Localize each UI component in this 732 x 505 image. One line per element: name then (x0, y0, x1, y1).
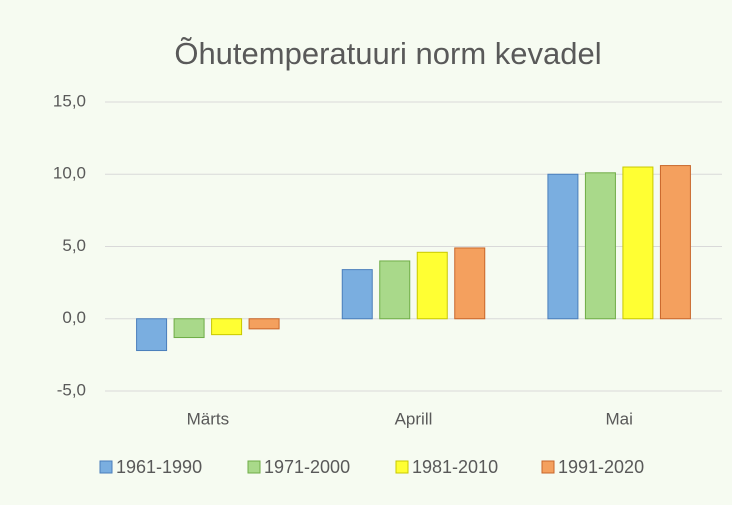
x-tick-label: Mai (605, 409, 632, 428)
legend-swatch (99, 460, 113, 474)
legend-swatch (395, 460, 409, 474)
bar (659, 165, 691, 320)
legend-swatch (541, 460, 555, 474)
bar (584, 172, 616, 320)
legend-label: 1981-2010 (412, 457, 498, 477)
y-tick-label: 0,0 (62, 308, 86, 327)
bar (454, 247, 486, 320)
bar (341, 269, 373, 320)
y-tick-label: 10,0 (53, 164, 86, 183)
legend-swatch (247, 460, 261, 474)
y-tick-label: -5,0 (57, 380, 86, 399)
y-tick-label: 15,0 (53, 91, 86, 110)
x-tick-label: Aprill (395, 409, 433, 428)
y-tick-label: 5,0 (62, 236, 86, 255)
bar (173, 318, 205, 339)
bar (547, 173, 579, 320)
bar (622, 166, 654, 320)
bar (416, 251, 448, 320)
bar (211, 318, 243, 336)
legend-label: 1991-2020 (558, 457, 644, 477)
bar (248, 318, 280, 330)
x-tick-label: Märts (187, 409, 230, 428)
legend-label: 1961-1990 (116, 457, 202, 477)
bar (136, 318, 168, 352)
legend-label: 1971-2000 (264, 457, 350, 477)
chart-title: Õhutemperatuuri norm kevadel (174, 36, 601, 71)
bar (379, 260, 411, 320)
